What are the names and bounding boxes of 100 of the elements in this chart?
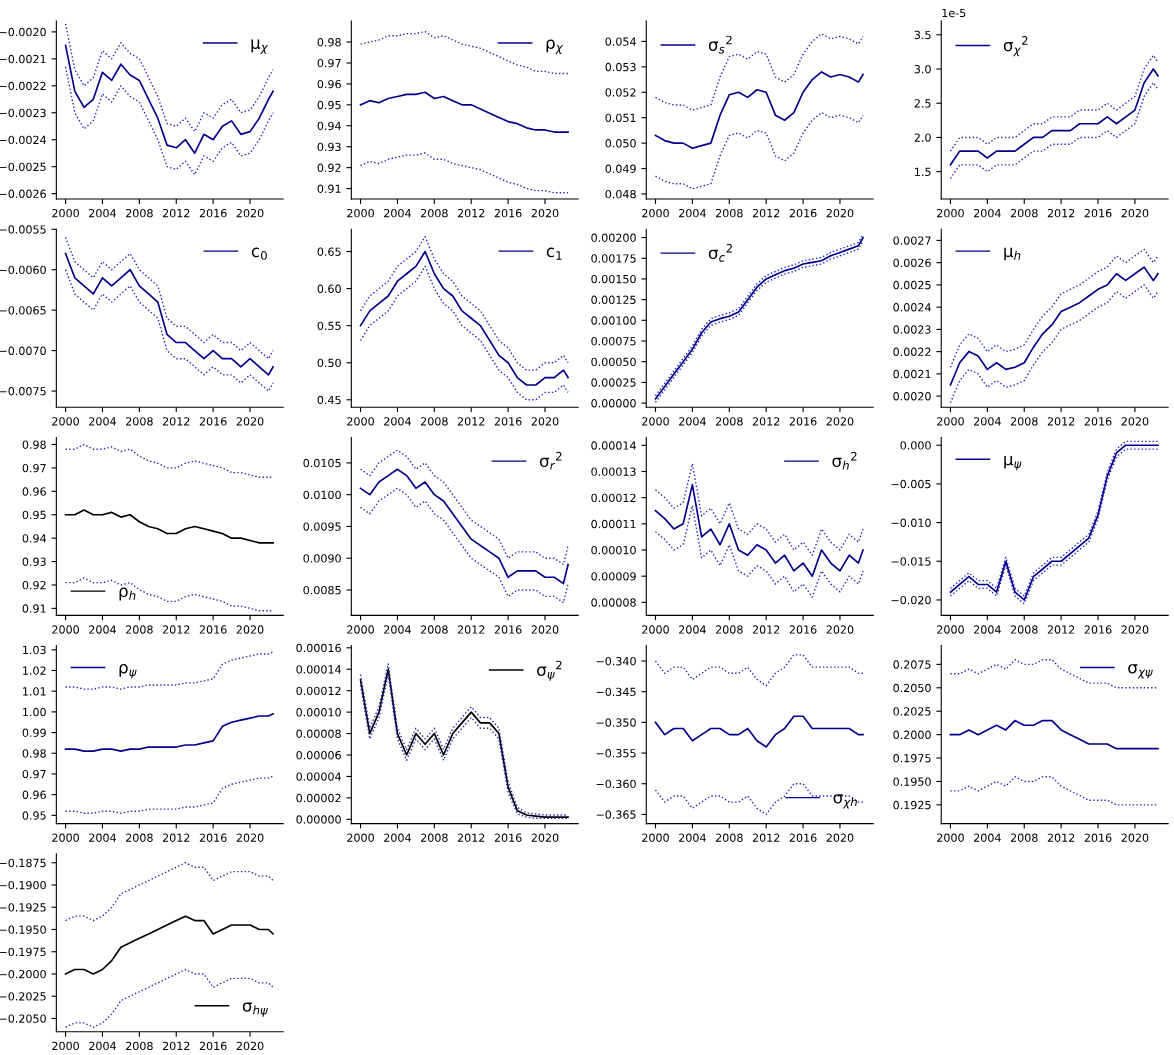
y-tick-label: −0.0021 — [0, 54, 46, 64]
y-tick-label: 0.2075 — [893, 660, 931, 669]
legend-label: ρ$_{h}$ — [119, 587, 136, 601]
x-tick-label: 2016 — [494, 625, 522, 634]
x-tick-label: 2000 — [642, 833, 669, 842]
y-tick-label: 0.1975 — [893, 754, 931, 763]
y-tick-label: 0.92 — [317, 163, 341, 173]
x-tick-label: 2004 — [679, 208, 706, 218]
y-tick-label: 0.00175 — [591, 254, 636, 263]
y-tick-label: 0.00050 — [591, 357, 636, 367]
x-tick-label: 2004 — [679, 833, 706, 842]
legend-label: σ$_{χ}$$^{2}$ — [1003, 36, 1028, 57]
y-tick-label: 0.00002 — [296, 793, 341, 803]
x-tick-label: 2008 — [421, 208, 448, 218]
y-tick-label: 0.00150 — [591, 274, 636, 284]
x-tick-label: 2012 — [1047, 625, 1075, 634]
x-tick-label: 2016 — [789, 625, 817, 634]
y-tick-label: 0.91 — [22, 604, 46, 613]
x-tick-label: 2020 — [236, 208, 264, 218]
y-tick-label: 0.0022 — [893, 347, 931, 356]
x-tick-label: 2008 — [715, 208, 743, 218]
y-tick-label: 0.00014 — [296, 665, 341, 674]
y-tick-label: 0.95 — [22, 510, 46, 520]
x-tick-label: 2004 — [89, 625, 116, 634]
legend-label: μ$_{χ}$ — [251, 39, 269, 54]
x-tick-label: 2016 — [494, 417, 522, 426]
y-tick-label: 0.00011 — [591, 519, 636, 529]
y-tick-label: 0.000 — [900, 441, 931, 450]
y-tick-label: −0.355 — [596, 749, 636, 758]
y-tick-label: 0.97 — [22, 769, 46, 779]
x-tick-label: 2000 — [347, 833, 374, 842]
x-tick-label: 2016 — [1084, 625, 1112, 634]
y-tick-label: 1.03 — [23, 645, 46, 655]
x-tick-label: 2016 — [1084, 417, 1112, 426]
y-tick-label: 0.0100 — [303, 490, 341, 500]
y-tick-label: −0.1950 — [0, 925, 46, 934]
x-tick-label: 2012 — [162, 417, 190, 426]
x-tick-label: 2020 — [236, 417, 264, 426]
y-tick-label: 0.048 — [605, 189, 636, 199]
y-tick-label: 0.0026 — [893, 258, 931, 268]
y-tick-label: 0.2000 — [893, 730, 931, 740]
x-tick-label: 2012 — [752, 625, 780, 634]
x-tick-label: 2004 — [974, 833, 1001, 842]
x-tick-label: 2012 — [1047, 208, 1075, 218]
x-tick-label: 2016 — [199, 833, 227, 842]
y-tick-label: 0.95 — [317, 100, 341, 110]
y-tick-label: 3.0 — [914, 64, 931, 74]
x-tick-label: 2016 — [789, 417, 817, 426]
legend-label: μ$_{h}$ — [1004, 247, 1021, 261]
legend-label: σ$_{c}$$^{2}$ — [708, 243, 732, 262]
y-tick-label: 0.00125 — [591, 295, 636, 305]
y-tick-label: −0.0060 — [0, 265, 46, 275]
x-tick-label: 2020 — [531, 833, 559, 842]
y-tick-label: 0.94 — [317, 121, 341, 131]
x-tick-label: 2020 — [1121, 625, 1149, 634]
y-tick-label: 0.96 — [22, 790, 46, 800]
x-tick-label: 2008 — [126, 625, 153, 634]
x-tick-label: 2000 — [52, 208, 79, 218]
y-tick-label: 0.95 — [22, 811, 46, 820]
legend-label: ρ$_{χ}$ — [546, 39, 564, 54]
x-tick-label: 2020 — [236, 1041, 264, 1051]
y-tick-label: −0.015 — [891, 557, 931, 566]
x-tick-label: 2004 — [679, 625, 706, 634]
x-tick-label: 2008 — [1010, 625, 1038, 634]
y-tick-label: 1.01 — [23, 687, 46, 696]
y-tick-label: 2.0 — [914, 133, 931, 142]
x-tick-label: 2004 — [89, 1041, 116, 1051]
y-tick-label: −0.340 — [596, 656, 636, 666]
x-tick-label: 2016 — [199, 417, 227, 426]
y-tick-label: 0.00000 — [296, 815, 341, 824]
y-tick-label: 0.92 — [22, 580, 46, 590]
x-tick-label: 2016 — [494, 208, 522, 218]
x-tick-label: 2008 — [126, 417, 153, 426]
x-tick-label: 2020 — [1121, 833, 1149, 842]
y-tick-label: 0.97 — [317, 58, 341, 68]
x-tick-label: 2020 — [1121, 417, 1149, 426]
x-tick-label: 2004 — [974, 208, 1001, 218]
legend-label: σ$_{ψ}$$^{2}$ — [537, 660, 562, 681]
y-tick-label: 0.93 — [317, 142, 341, 152]
x-tick-label: 2004 — [974, 417, 1001, 426]
y-tick-label: −0.0055 — [0, 225, 46, 234]
x-tick-label: 2020 — [826, 833, 854, 842]
x-tick-label: 2004 — [89, 833, 116, 842]
x-tick-label: 2020 — [826, 625, 854, 634]
x-tick-label: 2000 — [52, 1041, 79, 1051]
y-tick-label: 0.96 — [317, 79, 341, 89]
x-tick-label: 2008 — [1010, 417, 1038, 426]
y-tick-label: 2.5 — [914, 99, 931, 108]
y-tick-label: 0.98 — [22, 440, 46, 449]
y-tick-label: 0.049 — [605, 164, 636, 173]
x-tick-label: 2004 — [679, 417, 706, 426]
y-tick-label: 0.0085 — [303, 585, 341, 595]
x-tick-label: 2020 — [1121, 208, 1149, 218]
legend-label: μ$_{ψ}$ — [1004, 455, 1022, 471]
x-tick-label: 2000 — [52, 625, 79, 634]
y-tick-label: 0.00004 — [296, 772, 341, 781]
y-tick-label: 0.0021 — [893, 369, 931, 379]
y-tick-label: 0.2025 — [893, 707, 931, 716]
x-tick-label: 2016 — [1084, 833, 1112, 842]
x-tick-label: 2020 — [531, 625, 559, 634]
